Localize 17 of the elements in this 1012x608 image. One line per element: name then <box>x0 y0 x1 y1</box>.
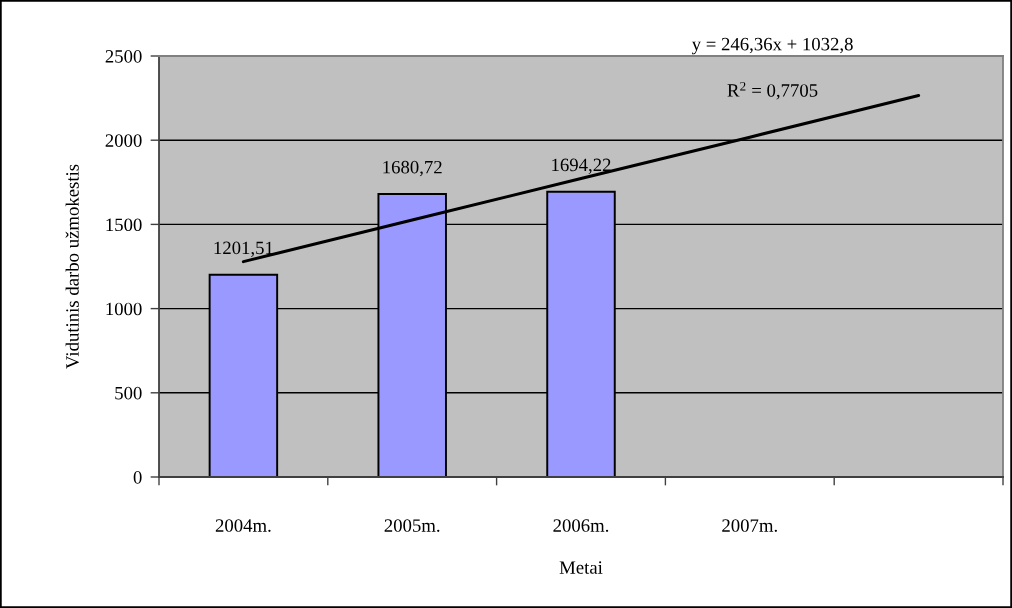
data-label: 1680,72 <box>383 160 442 177</box>
x-tick-label: 2006m. <box>553 519 609 532</box>
annotation: R$^{2}$ = 0,7705 <box>727 81 818 100</box>
data-label: 1201,51 <box>214 241 273 257</box>
x-tick-label: 2007m. <box>722 519 777 532</box>
y-tick-label: 1000 <box>106 302 142 316</box>
y-tick-label: 0 <box>133 471 142 484</box>
x-tick-label: 2004m. <box>215 519 271 532</box>
y-tick-label: 2000 <box>105 134 142 147</box>
y-tick-label: 2500 <box>105 50 142 63</box>
y-tick-label: 1500 <box>106 218 142 232</box>
y-axis-title: Vidutinis darbo užmokestis <box>65 164 79 369</box>
text: y = 246,36x + 1032,8 <box>691 37 853 55</box>
x-axis-title: Metai <box>559 561 603 574</box>
y-tick-label: 500 <box>115 386 142 400</box>
x-tick-label: 2005m. <box>384 519 440 532</box>
data-label: 1694,22 <box>552 158 611 174</box>
